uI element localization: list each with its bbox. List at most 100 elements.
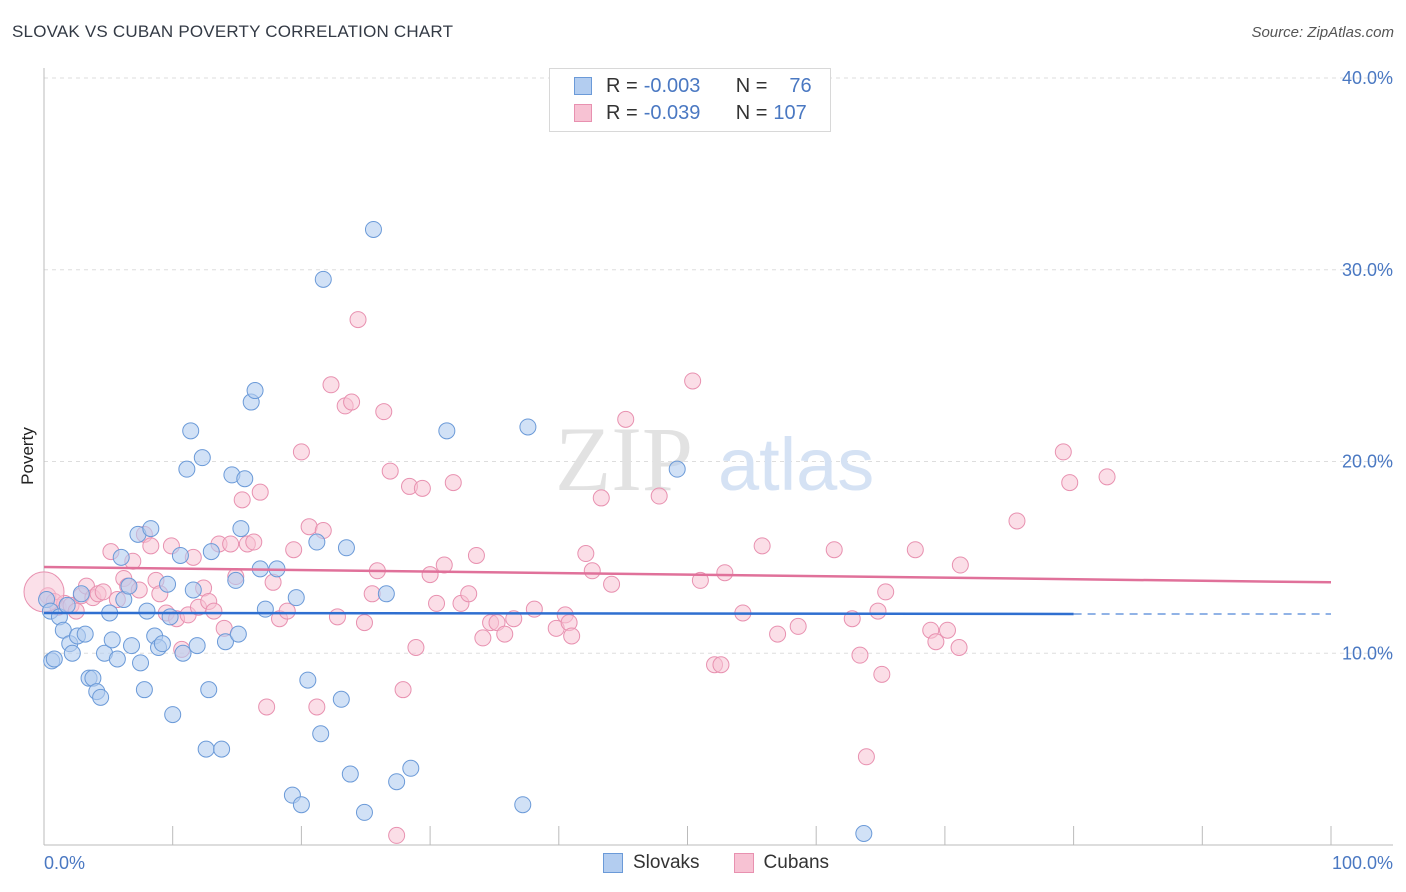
- cuban-point: [444, 474, 462, 492]
- slovak-point: [337, 539, 355, 557]
- legend-r-value: -0.039: [643, 101, 701, 124]
- cuban-point: [769, 625, 787, 643]
- cuban-point: [421, 566, 439, 584]
- cuban-point: [825, 541, 843, 559]
- cuban-point: [381, 462, 399, 480]
- slovak-point: [76, 625, 94, 643]
- cuban-point: [603, 575, 621, 593]
- slovak-point: [153, 635, 171, 653]
- cuban-point: [873, 665, 891, 683]
- legend-r-label: R =: [606, 101, 638, 124]
- cuban-point: [592, 489, 610, 507]
- slovak-point: [287, 589, 305, 607]
- slovak-point: [174, 644, 192, 662]
- cuban-point: [691, 571, 709, 589]
- cuban-point: [233, 491, 251, 509]
- slovak-point: [299, 671, 317, 689]
- slovak-point: [668, 460, 686, 478]
- cuban-point: [869, 602, 887, 620]
- cuban-point: [308, 698, 326, 716]
- legend-label-cubans: Cubans: [763, 852, 830, 873]
- cuban-point: [245, 533, 263, 551]
- slovak-point: [232, 520, 250, 538]
- slovak-point: [519, 418, 537, 436]
- cubans-trend-line: [43, 565, 1332, 584]
- legend-swatch-slovaks: [574, 77, 592, 95]
- cuban-point: [789, 617, 807, 635]
- cuban-point: [712, 656, 730, 674]
- slovak-point: [184, 581, 202, 599]
- y-axis-label: Poverty: [18, 427, 37, 485]
- slovak-point: [388, 773, 406, 791]
- slovak-point: [142, 520, 160, 538]
- cuban-point: [322, 376, 340, 394]
- cuban-point: [906, 541, 924, 559]
- cuban-point: [363, 585, 381, 603]
- cuban-point: [951, 556, 969, 574]
- legend-swatch-slovaks: [603, 853, 623, 873]
- cuban-point: [349, 311, 367, 329]
- cuban-point: [563, 627, 581, 645]
- chart-title: SLOVAK VS CUBAN POVERTY CORRELATION CHAR…: [12, 22, 454, 41]
- cuban-point: [851, 646, 869, 664]
- cuban-point: [300, 518, 318, 536]
- legend-row-slovaks: R = -0.003 N = 76: [574, 73, 812, 99]
- cuban-point: [1008, 512, 1026, 530]
- slovak-point: [377, 585, 395, 603]
- cuban-point: [343, 393, 361, 411]
- slovak-point: [229, 625, 247, 643]
- cuban-point: [394, 681, 412, 699]
- slovak-point: [308, 533, 326, 551]
- cuban-point: [413, 479, 431, 497]
- cuban-point: [1061, 474, 1079, 492]
- legend-item-cubans: Cubans: [733, 852, 830, 874]
- slovak-point: [58, 596, 76, 614]
- slovak-point: [364, 220, 382, 238]
- source-label: Source: ZipAtlas.com: [1251, 24, 1394, 41]
- cuban-point: [467, 546, 485, 564]
- cuban-point: [927, 633, 945, 651]
- y-tick-label: 30.0%: [1342, 260, 1393, 280]
- y-tick-label: 20.0%: [1342, 452, 1393, 472]
- slovak-point: [246, 382, 264, 400]
- slovak-point: [216, 633, 234, 651]
- cuban-point: [716, 564, 734, 582]
- cuban-point: [950, 638, 968, 656]
- watermark: ZIP atlas: [555, 408, 874, 510]
- cuban-point: [1098, 468, 1116, 486]
- slovak-point: [123, 637, 141, 655]
- slovak-point: [161, 608, 179, 626]
- legend-n-label: N =: [735, 101, 768, 124]
- slovak-point: [135, 681, 153, 699]
- legend-n-value: 107: [773, 101, 807, 124]
- slovak-point: [402, 759, 420, 777]
- slovak-point: [256, 600, 274, 618]
- legend-r-value: -0.003: [643, 74, 701, 97]
- cuban-point: [258, 698, 276, 716]
- legend-n-value: 76: [789, 74, 812, 97]
- cuban-point: [474, 629, 492, 647]
- legend-label-slovaks: Slovaks: [633, 852, 700, 873]
- cuban-point: [407, 638, 425, 656]
- slovak-point: [438, 422, 456, 440]
- cuban-point: [583, 562, 601, 580]
- slovak-point: [202, 543, 220, 561]
- slovak-point: [164, 706, 182, 724]
- slovak-point: [132, 654, 150, 672]
- cuban-point: [460, 585, 478, 603]
- slovaks-points: [38, 220, 873, 842]
- cuban-point: [205, 602, 223, 620]
- slovak-point: [108, 650, 126, 668]
- tick-labels: 10.0% 20.0% 30.0% 40.0% 0.0% 100.0%: [44, 68, 1393, 873]
- cuban-point: [1054, 443, 1072, 461]
- cuban-point: [142, 537, 160, 555]
- slovak-point: [138, 602, 156, 620]
- x-tick-label: 100.0%: [1332, 853, 1393, 873]
- legend-row-cubans: R = -0.039 N = 107: [574, 100, 807, 126]
- cuban-point: [617, 410, 635, 428]
- cuban-point: [684, 372, 702, 390]
- slovak-point: [171, 546, 189, 564]
- cuban-point: [285, 541, 303, 559]
- legend-swatch-cubans: [733, 853, 754, 873]
- correlation-legend: R = -0.003 N = 76 R = -0.039 N = 107: [549, 68, 831, 132]
